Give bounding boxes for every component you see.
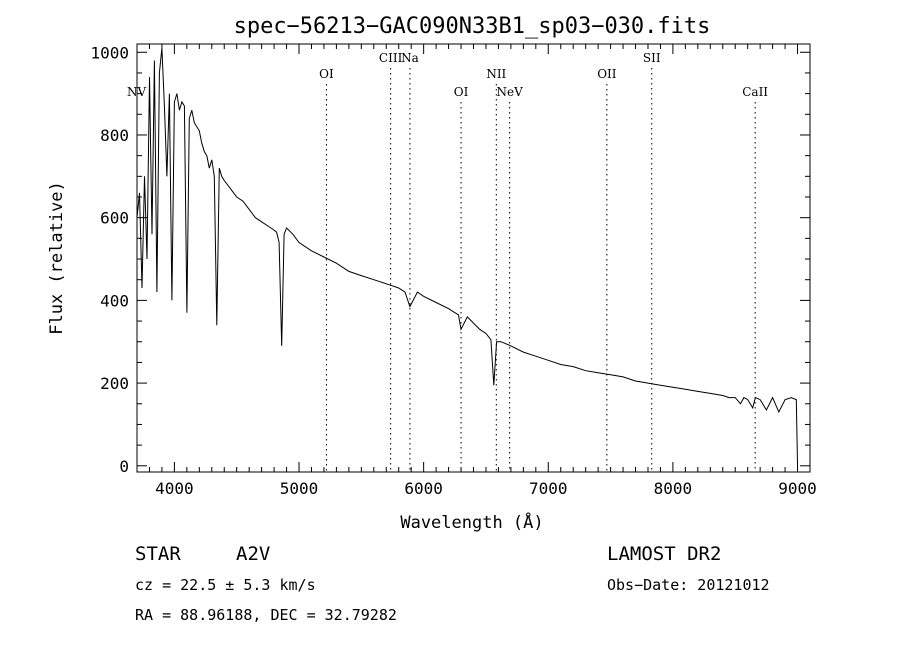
chart-title: spec−56213−GAC090N33B1_sp03−030.fits: [234, 14, 711, 39]
x-tick-label: 5000: [280, 479, 319, 498]
x-tick-label: 7000: [529, 479, 568, 498]
spectrum-series-line: [136, 48, 798, 464]
y-tick-label: 800: [100, 126, 129, 145]
x-tick-label: 6000: [404, 479, 443, 498]
tick-labels: 4000 5000 6000 7000 8000 9000 0 200 400 600 800 100…: [90, 43, 816, 498]
y-axis-label: Flux (relative): [47, 181, 67, 335]
x-tick-label: 9000: [778, 479, 817, 498]
line-label-nv: NV: [127, 85, 147, 99]
observation-date: Obs−Date: 20121012: [607, 576, 770, 594]
line-label-sii: SII: [643, 51, 661, 65]
redshift-velocity: cz = 22.5 ± 5.3 km/s: [135, 576, 316, 594]
sky-coordinates: RA = 88.96188, DEC = 32.79282: [135, 606, 397, 624]
x-axis-label: Wavelength (Å): [400, 511, 543, 533]
y-tick-label: 400: [100, 291, 129, 310]
line-label-ciii: CIII: [379, 51, 403, 65]
line-label-na: Na: [401, 51, 419, 65]
object-class: STAR: [135, 543, 181, 565]
y-tick-label: 1000: [90, 43, 129, 62]
line-label-nev: NeV: [497, 85, 524, 99]
plot-frame: [136, 43, 811, 473]
y-tick-label: 200: [100, 374, 129, 393]
line-label-oi: OI: [454, 85, 469, 99]
x-tick-label: 8000: [654, 479, 693, 498]
survey-name: LAMOST DR2: [607, 543, 721, 565]
line-label-oi: OI: [319, 67, 334, 81]
line-label-oii: OII: [597, 67, 617, 81]
object-subclass: A2V: [236, 543, 270, 565]
x-tick-label: 4000: [155, 479, 194, 498]
axis-ticks: [136, 44, 811, 472]
line-label-caii: CaII: [742, 85, 768, 99]
y-tick-label: 0: [119, 457, 129, 476]
line-label-nii: NII: [486, 67, 506, 81]
y-tick-label: 600: [100, 209, 129, 228]
